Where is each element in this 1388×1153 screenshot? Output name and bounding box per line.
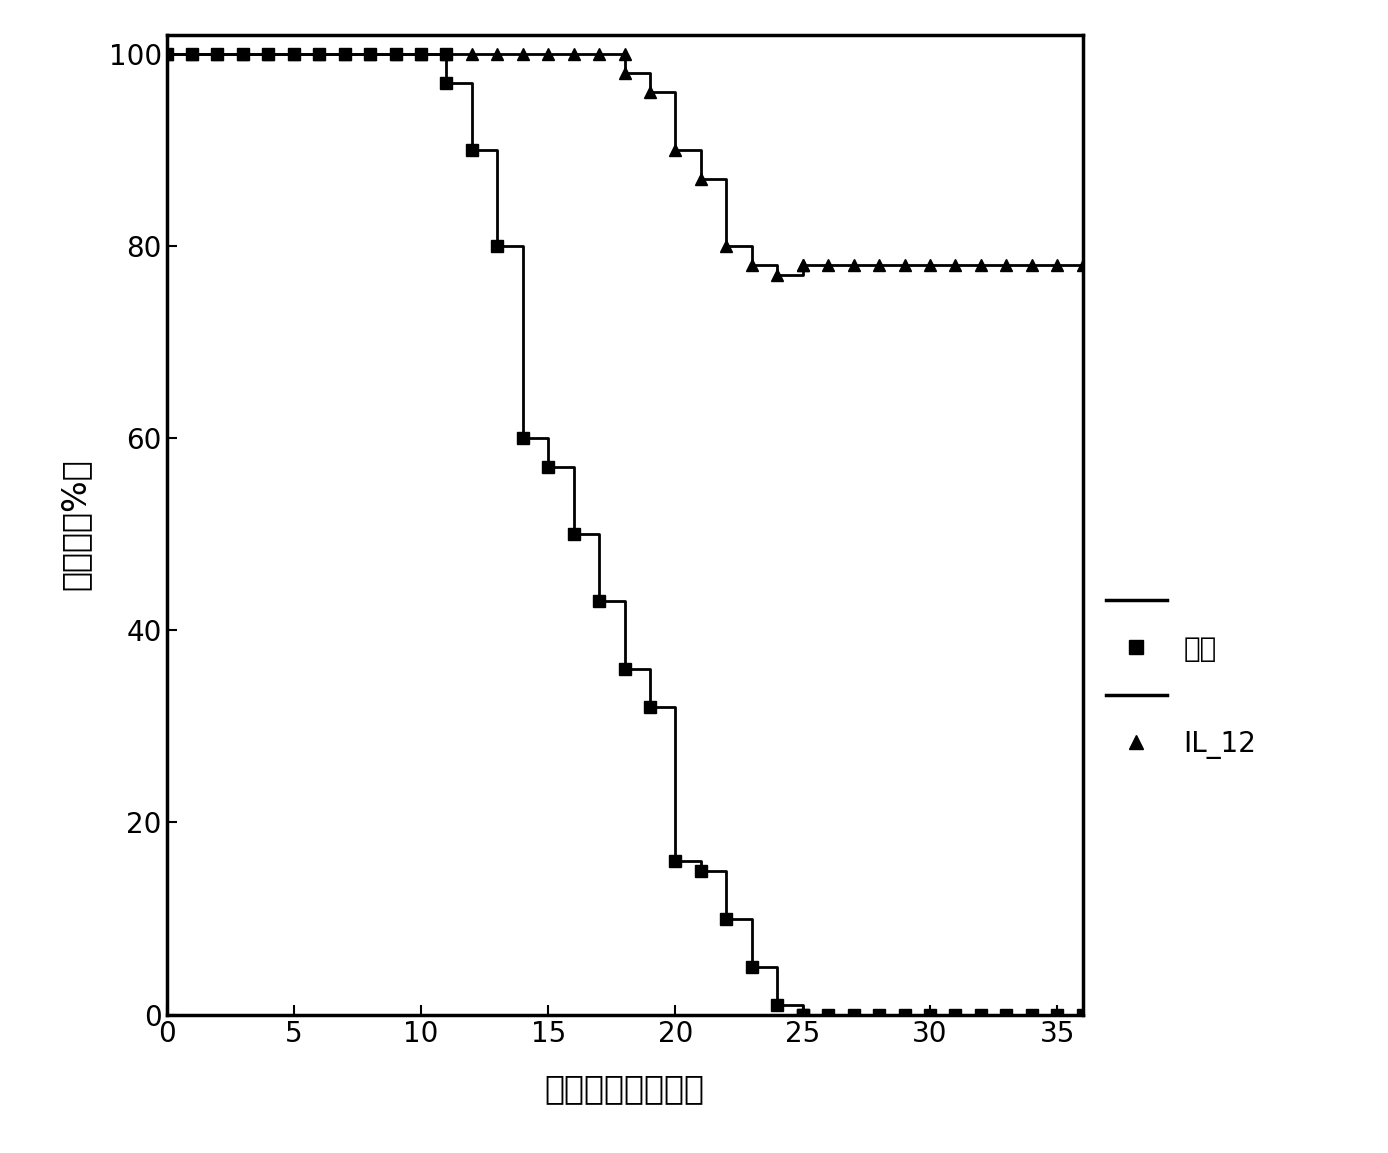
X-axis label: 放射性辐射后天数: 放射性辐射后天数 bbox=[544, 1072, 705, 1106]
Legend: , 对照, , IL_12: , 对照, , IL_12 bbox=[1106, 588, 1256, 759]
Y-axis label: 存活率（%）: 存活率（%） bbox=[58, 459, 92, 590]
